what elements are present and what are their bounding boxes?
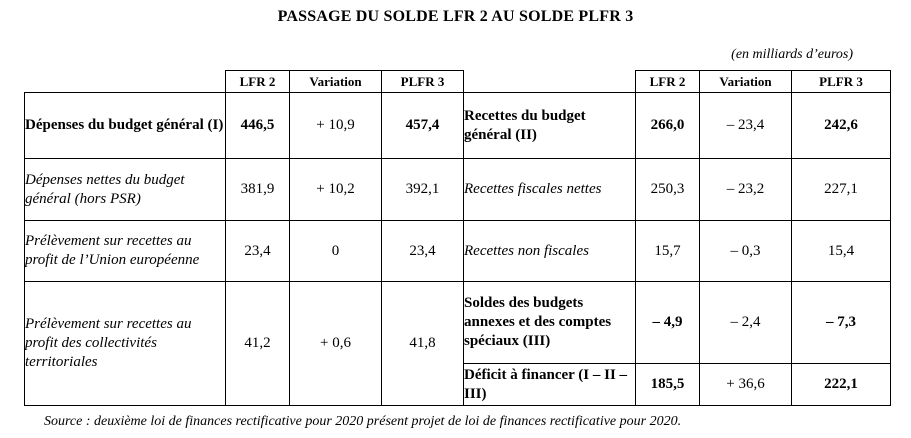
prelevement-collectivites-plfr3: 41,8	[381, 281, 464, 406]
depenses-nettes-label: Dépenses nettes du budget général (hors …	[24, 158, 226, 221]
table-row: Dépenses nettes du budget général (hors …	[24, 158, 891, 221]
depenses-budget-general-label: Dépenses du budget général (I)	[24, 92, 226, 159]
source-note: Source : deuxième loi de finances rectif…	[44, 414, 682, 429]
depenses-budget-general-plfr3: 457,4	[381, 92, 464, 159]
header-lfr2-right: LFR 2	[635, 70, 700, 93]
prelevement-ue-plfr3: 23,4	[381, 220, 464, 282]
deficit-a-financer-plfr3: 222,1	[791, 363, 891, 406]
depenses-budget-general-lfr2: 446,5	[225, 92, 290, 159]
soldes-budgets-annexes-lfr2: – 4,9	[635, 281, 700, 364]
header-blank-left	[25, 71, 226, 93]
prelevement-ue-lfr2: 23,4	[225, 220, 290, 282]
depenses-budget-general-variation: + 10,9	[289, 92, 382, 159]
prelevement-ue-label: Prélèvement sur recettes au profit de l’…	[24, 220, 226, 282]
depenses-nettes-variation: + 10,2	[289, 158, 382, 221]
unit-note: (en milliards d’euros)	[731, 47, 853, 62]
depenses-nettes-plfr3: 392,1	[381, 158, 464, 221]
depenses-nettes-lfr2: 381,9	[225, 158, 290, 221]
table-row: Dépenses du budget général (I) 446,5 + 1…	[24, 92, 891, 159]
header-variation-left: Variation	[289, 70, 382, 93]
recettes-budget-general-variation: – 23,4	[699, 92, 792, 159]
page-title: PASSAGE DU SOLDE LFR 2 AU SOLDE PLFR 3	[277, 8, 634, 25]
soldes-budgets-annexes-label: Soldes des budgets annexes et des compte…	[463, 281, 636, 364]
recettes-fiscales-label: Recettes fiscales nettes	[463, 158, 636, 221]
recettes-budget-general-label: Recettes du budget général (II)	[463, 92, 636, 159]
header-row: LFR 2 Variation PLFR 3 LFR 2 Variation P…	[25, 70, 891, 93]
budget-table: LFR 2 Variation PLFR 3 LFR 2 Variation P…	[24, 70, 891, 406]
header-blank-right	[464, 71, 636, 93]
recettes-fiscales-plfr3: 227,1	[791, 158, 891, 221]
header-lfr2-left: LFR 2	[225, 70, 290, 93]
recettes-non-fiscales-label: Recettes non fiscales	[463, 220, 636, 282]
recettes-non-fiscales-lfr2: 15,7	[635, 220, 700, 282]
soldes-budgets-annexes-variation: – 2,4	[699, 281, 792, 364]
deficit-a-financer-label: Déficit à financer (I – II – III)	[463, 363, 636, 406]
header-variation-right: Variation	[699, 70, 792, 93]
recettes-fiscales-variation: – 23,2	[699, 158, 792, 221]
deficit-a-financer-variation: + 36,6	[699, 363, 792, 406]
recettes-fiscales-lfr2: 250,3	[635, 158, 700, 221]
header-plfr3-left: PLFR 3	[381, 70, 464, 93]
prelevement-collectivites-label: Prélèvement sur recettes au profit des c…	[24, 281, 226, 406]
recettes-non-fiscales-variation: – 0,3	[699, 220, 792, 282]
table-row: Prélèvement sur recettes au profit de l’…	[24, 220, 891, 282]
soldes-budgets-annexes-plfr3: – 7,3	[791, 281, 891, 364]
recettes-non-fiscales-plfr3: 15,4	[791, 220, 891, 282]
table-row: Prélèvement sur recettes au profit des c…	[24, 281, 891, 406]
deficit-a-financer-lfr2: 185,5	[635, 363, 700, 406]
table-row: Déficit à financer (I – II – III) 185,5 …	[25, 363, 891, 406]
prelevement-ue-variation: 0	[289, 220, 382, 282]
recettes-budget-general-plfr3: 242,6	[791, 92, 891, 159]
prelevement-collectivites-lfr2: 41,2	[225, 281, 290, 406]
header-plfr3-right: PLFR 3	[791, 70, 891, 93]
prelevement-collectivites-variation: + 0,6	[289, 281, 382, 406]
recettes-budget-general-lfr2: 266,0	[635, 92, 700, 159]
